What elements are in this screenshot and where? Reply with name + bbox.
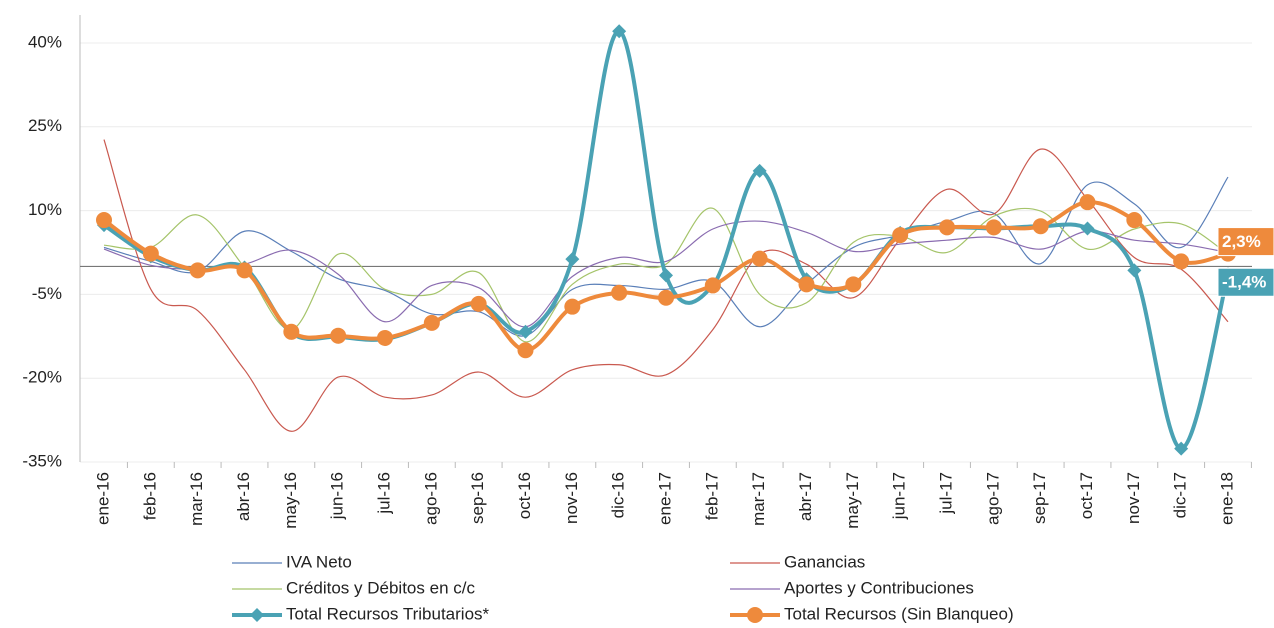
data-label-box (1217, 267, 1274, 297)
legend-marker (747, 607, 763, 623)
marker (283, 323, 300, 340)
marker (470, 295, 487, 312)
marker (751, 250, 768, 267)
legend-label: Ganancias (784, 552, 865, 571)
marker (1079, 194, 1096, 211)
x-tick-label: oct-16 (515, 472, 534, 519)
marker (1174, 441, 1189, 456)
marker (659, 268, 673, 283)
series-line (103, 176, 1229, 337)
legend-label: Total Recursos (Sin Blanqueo) (784, 604, 1014, 623)
marker (1126, 212, 1143, 229)
x-tick-label: ene-18 (1217, 472, 1236, 525)
marker (1173, 253, 1190, 270)
x-tick-label: ene-16 (93, 472, 112, 525)
y-tick-label: 25% (28, 116, 62, 135)
x-tick-label: mar-16 (187, 472, 206, 526)
marker (752, 163, 767, 178)
marker (236, 262, 253, 279)
x-tick-label: dic-16 (609, 472, 628, 518)
marker (96, 212, 112, 229)
series-line (103, 220, 1229, 328)
marker (330, 327, 347, 344)
marker (1080, 221, 1095, 236)
marker (1127, 263, 1142, 278)
x-tick-label: jul-17 (936, 472, 955, 515)
x-tick-label: abr-16 (234, 472, 253, 521)
marker (985, 219, 1002, 236)
x-tick-label: nov-17 (1124, 472, 1143, 524)
marker (142, 245, 159, 262)
y-tick-label: -20% (22, 368, 62, 387)
x-tick-label: may-16 (281, 472, 300, 529)
data-label-box (1217, 227, 1274, 257)
x-tick-label: jun-17 (890, 472, 909, 520)
x-tick-label: ago-17 (983, 472, 1002, 525)
marker (704, 277, 721, 294)
marker (564, 298, 581, 315)
marker (939, 219, 955, 236)
marker (1032, 218, 1049, 235)
x-tick-label: nov-16 (562, 472, 581, 524)
y-tick-label: 40% (28, 32, 62, 51)
data-label: -1,4% (1222, 273, 1266, 292)
y-tick-label: -35% (22, 451, 62, 470)
x-tick-label: jun-16 (328, 472, 347, 520)
x-tick-label: abr-17 (796, 472, 815, 521)
marker (517, 342, 534, 359)
x-tick-label: feb-16 (140, 472, 159, 520)
y-tick-label: 10% (28, 200, 62, 219)
x-tick-label: dic-17 (1171, 472, 1190, 518)
x-tick-label: ene-17 (655, 472, 674, 525)
legend-marker (250, 608, 264, 622)
marker (518, 324, 533, 339)
x-tick-label: feb-17 (702, 472, 721, 520)
legend-label: Créditos y Débitos en c/c (286, 578, 475, 597)
marker (565, 252, 580, 267)
marker (845, 276, 862, 293)
marker (423, 314, 440, 331)
marker (189, 262, 206, 279)
series-line (103, 139, 1229, 432)
marker (892, 227, 909, 244)
marker (658, 289, 674, 306)
x-tick-label: mar-17 (749, 472, 768, 526)
x-tick-label: sep-17 (1030, 472, 1049, 524)
y-tick-label: -5% (32, 284, 62, 303)
data-label: 2,3% (1222, 232, 1261, 251)
marker (377, 329, 393, 346)
x-tick-label: sep-16 (468, 472, 487, 524)
legend-label: IVA Neto (286, 552, 352, 571)
x-tick-label: jul-16 (374, 472, 393, 515)
legend-label: Aportes y Contribuciones (784, 578, 974, 597)
legend-label: Total Recursos Tributarios* (286, 604, 490, 623)
x-tick-label: ago-16 (421, 472, 440, 525)
x-tick-label: oct-17 (1077, 472, 1096, 519)
marker (612, 24, 627, 39)
marker (611, 284, 628, 301)
marker (798, 276, 815, 293)
x-tick-label: may-17 (843, 472, 862, 529)
